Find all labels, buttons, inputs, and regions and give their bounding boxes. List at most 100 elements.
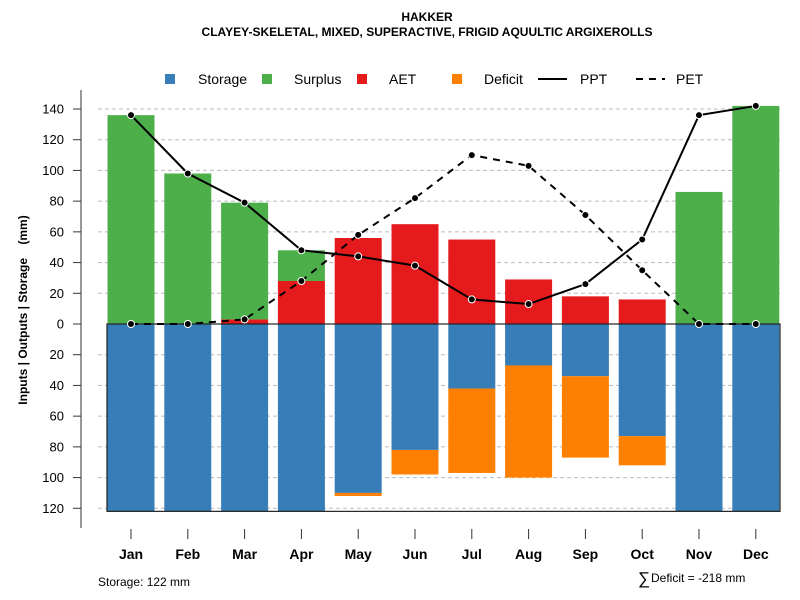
bar-storage — [391, 324, 439, 450]
bar-storage — [277, 324, 325, 512]
x-tick-label: Aug — [515, 546, 542, 562]
bar-storage — [448, 324, 496, 389]
bar-surplus — [675, 191, 723, 324]
y-tick-label: 20 — [50, 286, 64, 301]
legend-label-pet: PET — [676, 71, 704, 87]
point-pet — [638, 266, 647, 275]
y-tick-label: 20 — [50, 347, 64, 362]
y-tick-label: 100 — [42, 163, 64, 178]
y-axis-label: Inputs | Outputs | Storage (mm) — [16, 215, 30, 404]
chart-subtitle: CLAYEY-SKELETAL, MIXED, SUPERACTIVE, FRI… — [202, 25, 653, 39]
bar-aet — [561, 296, 609, 324]
legend-label-ppt: PPT — [580, 71, 608, 87]
sum-symbol: ∑ — [638, 569, 650, 588]
legend: Storage Surplus AET Deficit PPT PET — [165, 71, 704, 87]
point-pet — [581, 210, 590, 219]
y-tick-label: 80 — [50, 439, 64, 454]
point-ppt — [467, 295, 476, 304]
point-pet — [467, 151, 476, 160]
x-tick-label: Jan — [119, 546, 143, 562]
point-pet — [411, 194, 419, 203]
y-tick-label: 60 — [50, 224, 64, 239]
legend-label-aet: AET — [389, 71, 417, 87]
point-ppt — [524, 300, 533, 309]
legend-label-deficit: Deficit — [484, 71, 523, 87]
legend-label-storage: Storage — [198, 71, 247, 87]
bar-aet — [618, 299, 666, 324]
bar-aet — [334, 238, 382, 324]
y-tick-label: 80 — [50, 194, 64, 209]
y-tick-label: 120 — [42, 132, 64, 147]
bar-aet — [448, 239, 496, 324]
bar-storage — [107, 324, 155, 512]
line-pet — [131, 154, 756, 325]
y-tick-label: 40 — [50, 378, 64, 393]
point-pet — [524, 161, 533, 170]
x-tick-label: Feb — [175, 546, 200, 562]
legend-label-surplus: Surplus — [294, 71, 341, 87]
x-tick-label: Dec — [743, 546, 769, 562]
point-ppt — [354, 252, 363, 261]
bar-storage — [505, 324, 553, 366]
line-ppt — [130, 104, 756, 306]
y-tick-label: 40 — [50, 255, 64, 270]
bar-deficit — [561, 376, 609, 458]
x-tick-label: Sep — [573, 546, 599, 562]
bar-surplus — [277, 250, 325, 281]
bar-storage — [164, 324, 212, 512]
point-pet — [127, 320, 135, 328]
point-ppt — [297, 246, 306, 255]
storage-capacity-box — [106, 323, 781, 512]
bar-storage — [561, 324, 609, 377]
x-tick-label: May — [345, 546, 372, 562]
x-tick-label: Mar — [232, 546, 257, 562]
bar-deficit — [505, 365, 553, 478]
bar-storage — [334, 324, 382, 493]
bar-deficit — [334, 492, 382, 496]
legend-swatch-storage — [165, 74, 175, 84]
bar-surplus — [221, 202, 269, 320]
bar-surplus — [107, 115, 155, 325]
bar-storage — [618, 324, 666, 437]
y-tick-label: 60 — [50, 409, 64, 424]
bar-deficit — [448, 388, 496, 473]
point-ppt — [183, 169, 192, 178]
deficit-total-note: Deficit = -218 mm — [651, 571, 745, 585]
point-ppt — [751, 101, 760, 110]
bar-storage — [732, 324, 780, 512]
storage-note: Storage: 122 mm — [98, 575, 190, 589]
legend-swatch-surplus — [262, 74, 272, 84]
point-ppt — [638, 235, 647, 244]
point-ppt — [411, 261, 419, 270]
x-tick-label: Apr — [289, 546, 314, 562]
y-tick-label: 120 — [42, 501, 64, 516]
bar-aet — [391, 224, 439, 324]
x-tick-label: Jun — [403, 546, 428, 562]
legend-swatch-aet — [357, 74, 367, 84]
y-tick-label: 140 — [42, 102, 64, 117]
point-pet — [297, 277, 306, 285]
point-ppt — [695, 111, 703, 120]
point-ppt — [240, 198, 249, 207]
bar-surplus — [732, 105, 780, 324]
chart-title: HAKKER — [401, 10, 453, 24]
bar-deficit — [391, 449, 439, 475]
bar-storage — [221, 324, 269, 512]
point-pet — [183, 320, 192, 328]
y-tick-label: 0 — [57, 317, 64, 332]
point-ppt — [581, 280, 590, 289]
x-tick-label: Jul — [462, 546, 482, 562]
legend-swatch-deficit — [452, 74, 462, 84]
y-tick-label: 100 — [42, 470, 64, 485]
point-pet — [354, 230, 363, 239]
bar-deficit — [618, 436, 666, 466]
bar-storage — [675, 324, 723, 512]
x-tick-label: Oct — [631, 546, 655, 562]
bar-aet — [277, 281, 325, 324]
x-tick-label: Nov — [686, 546, 713, 562]
point-ppt — [127, 111, 135, 120]
point-pet — [751, 320, 760, 328]
point-pet — [240, 315, 249, 324]
bar-surplus — [164, 173, 212, 324]
